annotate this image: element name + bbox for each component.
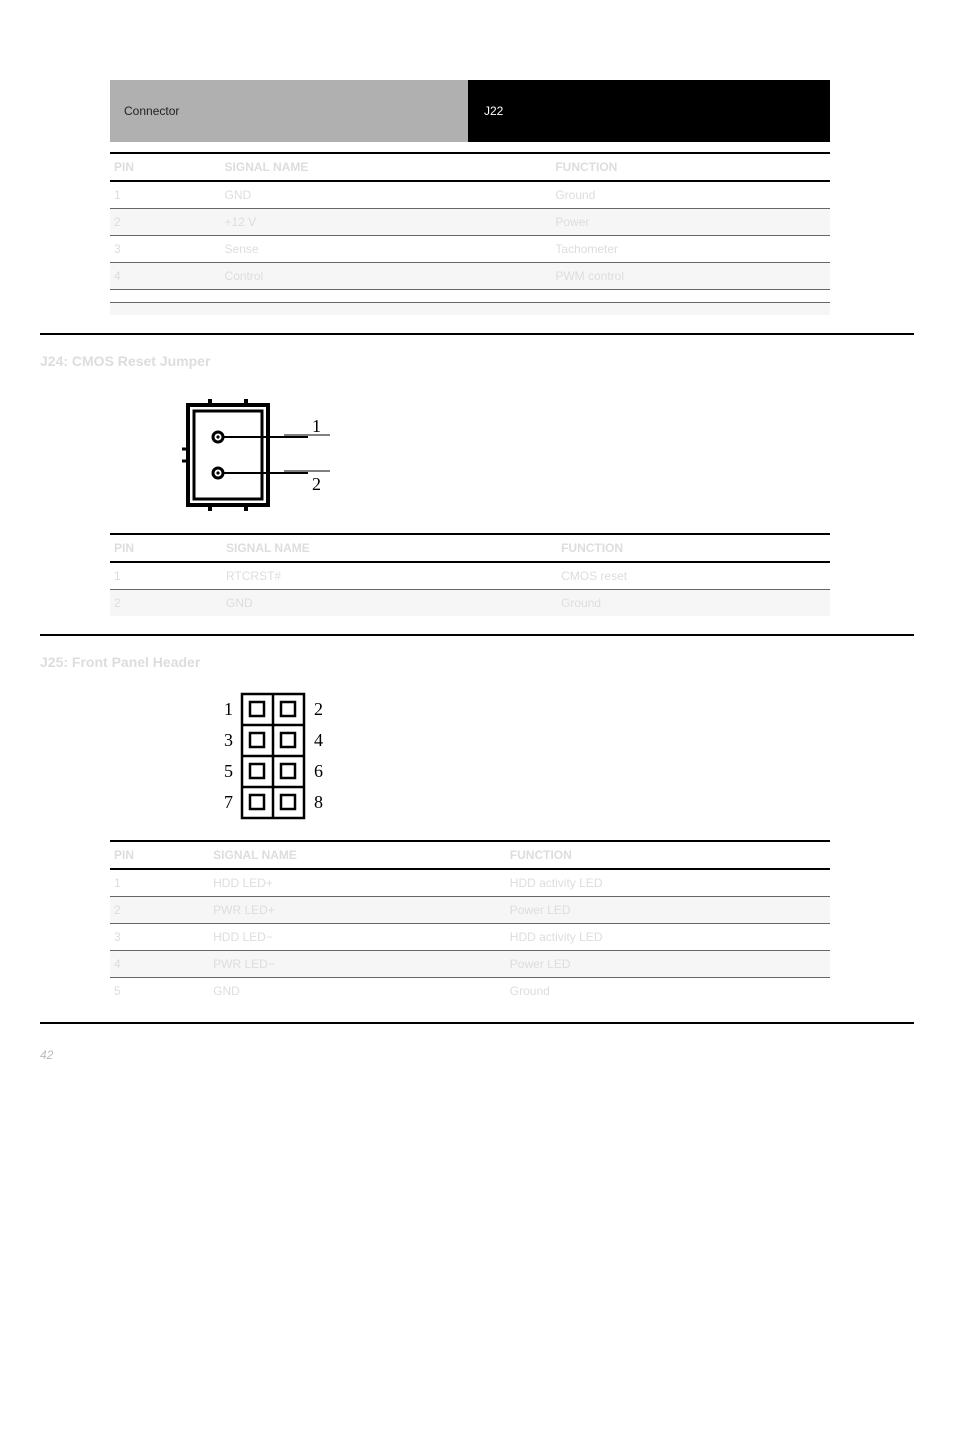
header-bar: Connector J22 xyxy=(110,80,830,142)
table-row: 1 HDD LED+ HDD activity LED xyxy=(110,869,830,897)
diagram-2pin: 1 2 xyxy=(180,395,400,515)
table-row: 2 GND Ground xyxy=(110,590,830,617)
section-j25-title: J25: Front Panel Header xyxy=(40,654,914,670)
table-row xyxy=(110,303,830,316)
diagram2-right-4: 4 xyxy=(314,730,323,750)
diagram-2x4-header: 1 3 5 7 2 4 6 8 xyxy=(170,680,390,830)
diagram2-right-6: 6 xyxy=(314,761,323,781)
table2-col2: FUNCTION xyxy=(557,534,830,562)
diagram2-left-1: 1 xyxy=(224,699,233,719)
table3-block: PIN SIGNAL NAME FUNCTION 1 HDD LED+ HDD … xyxy=(110,840,830,1004)
diagram2-left-5: 5 xyxy=(224,761,233,781)
table2: PIN SIGNAL NAME FUNCTION 1 RTCRST# CMOS … xyxy=(110,533,830,616)
diagram1-label1: 1 xyxy=(312,416,321,436)
table1-col0: PIN xyxy=(110,153,221,181)
table3-col0: PIN xyxy=(110,841,209,869)
table3-col1: SIGNAL NAME xyxy=(209,841,506,869)
table-row: 4 PWR LED− Power LED xyxy=(110,951,830,978)
page-number: 42 xyxy=(40,1048,914,1062)
table2-col0: PIN xyxy=(110,534,222,562)
table-row: 5 GND Ground xyxy=(110,978,830,1005)
table1-block: PIN SIGNAL NAME FUNCTION 1 GND Ground 2 … xyxy=(110,152,830,315)
diagram2-right-8: 8 xyxy=(314,792,323,812)
table-row: 2 PWR LED+ Power LED xyxy=(110,897,830,924)
diagram2-left-7: 7 xyxy=(224,792,233,812)
table3-col2: FUNCTION xyxy=(506,841,830,869)
section-j24-title: J24: CMOS Reset Jumper xyxy=(40,353,914,369)
table2-block: PIN SIGNAL NAME FUNCTION 1 RTCRST# CMOS … xyxy=(110,533,830,616)
table1-col1: SIGNAL NAME xyxy=(221,153,552,181)
header-right-label: J22 xyxy=(484,104,503,118)
table-row: 1 GND Ground xyxy=(110,181,830,209)
table3: PIN SIGNAL NAME FUNCTION 1 HDD LED+ HDD … xyxy=(110,840,830,1004)
table-row: 4 Control PWM control xyxy=(110,263,830,290)
divider xyxy=(40,634,914,636)
header-left-label: Connector xyxy=(124,104,179,118)
table1-col2: FUNCTION xyxy=(551,153,830,181)
diagram2-right-2: 2 xyxy=(314,699,323,719)
table-row: 1 RTCRST# CMOS reset xyxy=(110,562,830,590)
table-row: 3 Sense Tachometer xyxy=(110,236,830,263)
divider xyxy=(40,1022,914,1024)
header-left: Connector xyxy=(110,80,468,142)
diagram2-left-3: 3 xyxy=(224,730,233,750)
table-row: 2 +12 V Power xyxy=(110,209,830,236)
table-row xyxy=(110,290,830,303)
table1: PIN SIGNAL NAME FUNCTION 1 GND Ground 2 … xyxy=(110,152,830,315)
table-row: 3 HDD LED− HDD activity LED xyxy=(110,924,830,951)
table2-col1: SIGNAL NAME xyxy=(222,534,557,562)
divider xyxy=(40,333,914,335)
diagram1-label2: 2 xyxy=(312,474,321,494)
header-right: J22 xyxy=(468,80,830,142)
